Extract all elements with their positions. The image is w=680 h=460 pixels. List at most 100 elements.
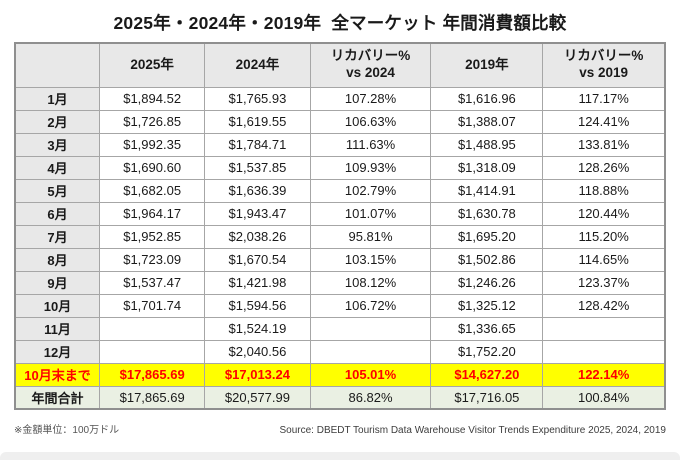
cell-value: $1,325.12 — [430, 293, 544, 318]
cell-value — [98, 316, 206, 341]
table-row: 3月 $1,992.35 $1,784.71 111.63% $1,488.95 133.… — [14, 132, 666, 157]
cell-value: $1,414.91 — [430, 178, 544, 203]
table-row: 10月末まで $17,865.69 $17,013.24 105.01% $14,627… — [14, 362, 666, 387]
cell-value: 124.41% — [542, 109, 666, 134]
cell-value: $14,627.20 — [430, 362, 544, 387]
row-label: 9月 — [14, 270, 100, 295]
table-row: 12月 $2,040.56 $1,752.20 — [14, 339, 666, 364]
cell-value: $1,992.35 — [98, 132, 206, 157]
cell-value: $1,723.09 — [98, 247, 206, 272]
cell-value: $1,952.85 — [98, 224, 206, 249]
column-header: リカバリー% vs 2019 — [542, 42, 666, 88]
cell-value: $1,894.52 — [98, 86, 206, 111]
cell-value — [98, 339, 206, 364]
table-row: 9月 $1,537.47 $1,421.98 108.12% $1,246.26 123.… — [14, 270, 666, 295]
cell-value: $1,784.71 — [204, 132, 311, 157]
row-label: 12月 — [14, 339, 100, 364]
cell-value: $1,537.47 — [98, 270, 206, 295]
cell-value: $17,013.24 — [204, 362, 311, 387]
cell-value: 105.01% — [309, 362, 432, 387]
cell-value: 109.93% — [309, 155, 432, 180]
cell-value: $1,695.20 — [430, 224, 544, 249]
cell-value: $1,488.95 — [430, 132, 544, 157]
table-row: 6月 $1,964.17 $1,943.47 101.07% $1,630.78 120.… — [14, 201, 666, 226]
column-header: 2025年 — [98, 42, 206, 88]
table-row: 10月 $1,701.74 $1,594.56 106.72% $1,325.12 128… — [14, 293, 666, 318]
row-label: 6月 — [14, 201, 100, 226]
cell-value: 107.28% — [309, 86, 432, 111]
cell-value — [542, 316, 666, 341]
page-title: 2025年・2024年・2019年 全マーケット 年間消費額比較 — [113, 13, 567, 33]
cell-value — [309, 339, 432, 364]
row-label: 1月 — [14, 86, 100, 111]
cell-value: $1,537.85 — [204, 155, 311, 180]
cell-value: $17,865.69 — [98, 362, 206, 387]
column-header: リカバリー% vs 2024 — [309, 42, 432, 88]
row-label: 3月 — [14, 132, 100, 157]
row-label: 5月 — [14, 178, 100, 203]
column-header: 2024年 — [204, 42, 311, 88]
table-row: 年間合計 $17,865.69 $20,577.99 86.82% $17,716.05… — [14, 385, 666, 410]
cell-value: $1,421.98 — [204, 270, 311, 295]
cell-value: 111.63% — [309, 132, 432, 157]
cell-value: 123.37% — [542, 270, 666, 295]
cell-value: $1,765.93 — [204, 86, 311, 111]
cell-value — [309, 316, 432, 341]
cell-value: 128.42% — [542, 293, 666, 318]
cell-value: 120.44% — [542, 201, 666, 226]
row-label: 4月 — [14, 155, 100, 180]
row-label: 8月 — [14, 247, 100, 272]
cell-value: 118.88% — [542, 178, 666, 203]
row-label: 7月 — [14, 224, 100, 249]
table-row: 8月 $1,723.09 $1,670.54 103.15% $1,502.86 114.… — [14, 247, 666, 272]
corner-header-cell — [14, 42, 100, 88]
cell-value: $1,318.09 — [430, 155, 544, 180]
row-label: 10月末まで — [14, 362, 100, 387]
footer: ※金額単位：100万ドル Source: DBEDT Tourism Data … — [14, 421, 666, 436]
table-body: 1月 $1,894.52 $1,765.93 107.28% $1,616.96 117.… — [14, 86, 666, 410]
cell-value: 86.82% — [309, 385, 432, 410]
consumption-comparison-table: 2025年 2024年 リカバリー% vs 2024 2019年 リカバリー% vs 2… — [14, 42, 666, 410]
source-note: Source: DBEDT Tourism Data Warehouse Vis… — [279, 425, 666, 436]
cell-value: $1,619.55 — [204, 109, 311, 134]
cell-value: 106.63% — [309, 109, 432, 134]
cell-value: 95.81% — [309, 224, 432, 249]
cell-value: $1,943.47 — [204, 201, 311, 226]
cell-value: $17,716.05 — [430, 385, 544, 410]
cell-value: $1,636.39 — [204, 178, 311, 203]
row-label: 年間合計 — [14, 385, 100, 410]
cell-value: 117.17% — [542, 86, 666, 111]
cell-value: $1,524.19 — [204, 316, 311, 341]
cell-value: 106.72% — [309, 293, 432, 318]
cell-value: $1,630.78 — [430, 201, 544, 226]
cell-value: $1,670.54 — [204, 247, 311, 272]
column-header: 2019年 — [430, 42, 544, 88]
cell-value: 100.84% — [542, 385, 666, 410]
cell-value: $1,502.86 — [430, 247, 544, 272]
table-row: 5月 $1,682.05 $1,636.39 102.79% $1,414.91 118.… — [14, 178, 666, 203]
cell-value: $1,336.65 — [430, 316, 544, 341]
cell-value: $1,701.74 — [98, 293, 206, 318]
table-header: 2025年 2024年 リカバリー% vs 2024 2019年 リカバリー% vs 2… — [14, 42, 666, 88]
unit-note: ※金額単位：100万ドル — [14, 425, 120, 436]
table-row: 4月 $1,690.60 $1,537.85 109.93% $1,318.09 128.… — [14, 155, 666, 180]
row-label: 10月 — [14, 293, 100, 318]
table-row: 2月 $1,726.85 $1,619.55 106.63% $1,388.07 124.… — [14, 109, 666, 134]
table-row: 7月 $1,952.85 $2,038.26 95.81% $1,695.20 115.2… — [14, 224, 666, 249]
table-row: 1月 $1,894.52 $1,765.93 107.28% $1,616.96 117.… — [14, 86, 666, 111]
cell-value: 115.20% — [542, 224, 666, 249]
cell-value: $1,388.07 — [430, 109, 544, 134]
row-label: 2月 — [14, 109, 100, 134]
cell-value: $2,040.56 — [204, 339, 311, 364]
cell-value: $1,964.17 — [98, 201, 206, 226]
cell-value: $1,726.85 — [98, 109, 206, 134]
cell-value: 108.12% — [309, 270, 432, 295]
cell-value: 128.26% — [542, 155, 666, 180]
cell-value: 122.14% — [542, 362, 666, 387]
cell-value: $1,690.60 — [98, 155, 206, 180]
cell-value: 114.65% — [542, 247, 666, 272]
cell-value: 101.07% — [309, 201, 432, 226]
cell-value — [542, 339, 666, 364]
cell-value: $1,594.56 — [204, 293, 311, 318]
cell-value: $20,577.99 — [204, 385, 311, 410]
